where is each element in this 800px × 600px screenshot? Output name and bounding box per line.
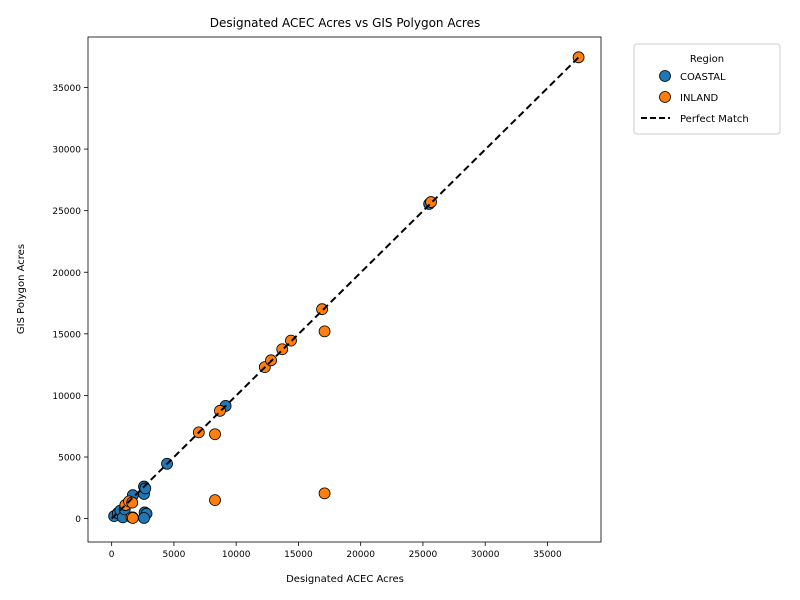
series-inland	[119, 51, 585, 524]
data-point-inland	[209, 428, 221, 441]
legend-box	[633, 43, 781, 135]
x-tick-label: 30000	[471, 550, 500, 560]
data-point-inland	[126, 512, 139, 524]
legend-title: Region	[690, 54, 724, 65]
data-point-coastal	[138, 512, 150, 524]
legend: Region COASTAL INLAND Perfect Match	[633, 43, 781, 135]
x-tick-label: 5000	[162, 550, 185, 560]
y-tick-label: 10000	[52, 392, 81, 402]
x-tick-label: 0	[109, 550, 115, 560]
x-tick-label: 35000	[533, 550, 562, 560]
x-tick-label: 20000	[346, 550, 375, 560]
y-tick-label: 20000	[52, 269, 81, 279]
legend-marker-inland	[659, 91, 671, 103]
y-tick-label: 30000	[52, 146, 81, 156]
plot-frame	[87, 36, 602, 543]
chart-title: Designated ACEC Acres vs GIS Polygon Acr…	[210, 16, 480, 30]
y-tick-label: 25000	[52, 207, 81, 217]
data-point-coastal	[139, 482, 152, 495]
y-axis: 0 5000 10000 15000 20000 25000 30000 35000	[52, 84, 88, 525]
x-tick-label: 10000	[222, 550, 251, 560]
y-tick-label: 5000	[58, 454, 81, 464]
x-axis: 0 5000 10000 15000 20000 25000 30000 35000	[109, 542, 562, 560]
data-point-inland	[316, 303, 328, 316]
data-point-inland	[318, 487, 331, 500]
y-axis-label: GIS Polygon Acres	[16, 244, 27, 334]
data-point-inland	[209, 494, 221, 507]
data-point-inland	[318, 325, 331, 338]
plot-area	[108, 51, 585, 524]
legend-label-inland: INLAND	[680, 93, 719, 104]
y-tick-label: 35000	[52, 84, 81, 94]
y-tick-label: 15000	[52, 330, 81, 340]
y-tick-label: 0	[75, 515, 81, 525]
x-tick-label: 15000	[284, 550, 313, 560]
perfect-match-line	[110, 56, 580, 520]
legend-marker-coastal	[659, 70, 671, 82]
legend-label-coastal: COASTAL	[680, 72, 726, 83]
legend-label-perfect-match: Perfect Match	[680, 114, 749, 125]
x-tick-label: 25000	[409, 550, 438, 560]
x-axis-label: Designated ACEC Acres	[286, 574, 404, 585]
